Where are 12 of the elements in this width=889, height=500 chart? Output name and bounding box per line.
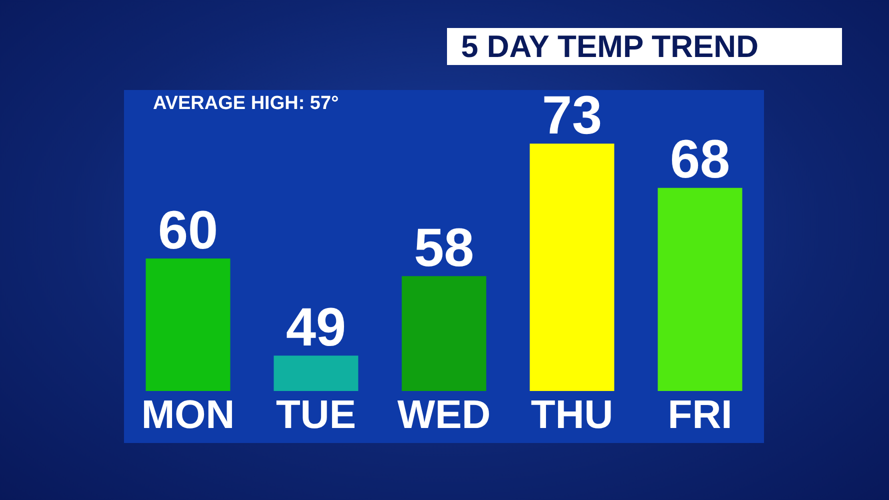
data-label: 68 — [670, 130, 730, 190]
data-label: 73 — [542, 86, 602, 146]
x-tick-label: MON — [141, 393, 235, 438]
data-label: 58 — [414, 218, 474, 278]
chart-title: 5 DAY TEMP TREND — [447, 28, 842, 65]
text: AVERAGE HIGH: 57° — [153, 93, 339, 115]
x-tick-label: TUE — [276, 393, 356, 438]
data-label: 49 — [286, 298, 346, 358]
x-tick-label: FRI — [668, 393, 732, 438]
x-tick-label: THU — [530, 393, 614, 438]
x-tick-label: WED — [397, 393, 491, 438]
data-label: 60 — [158, 200, 218, 260]
